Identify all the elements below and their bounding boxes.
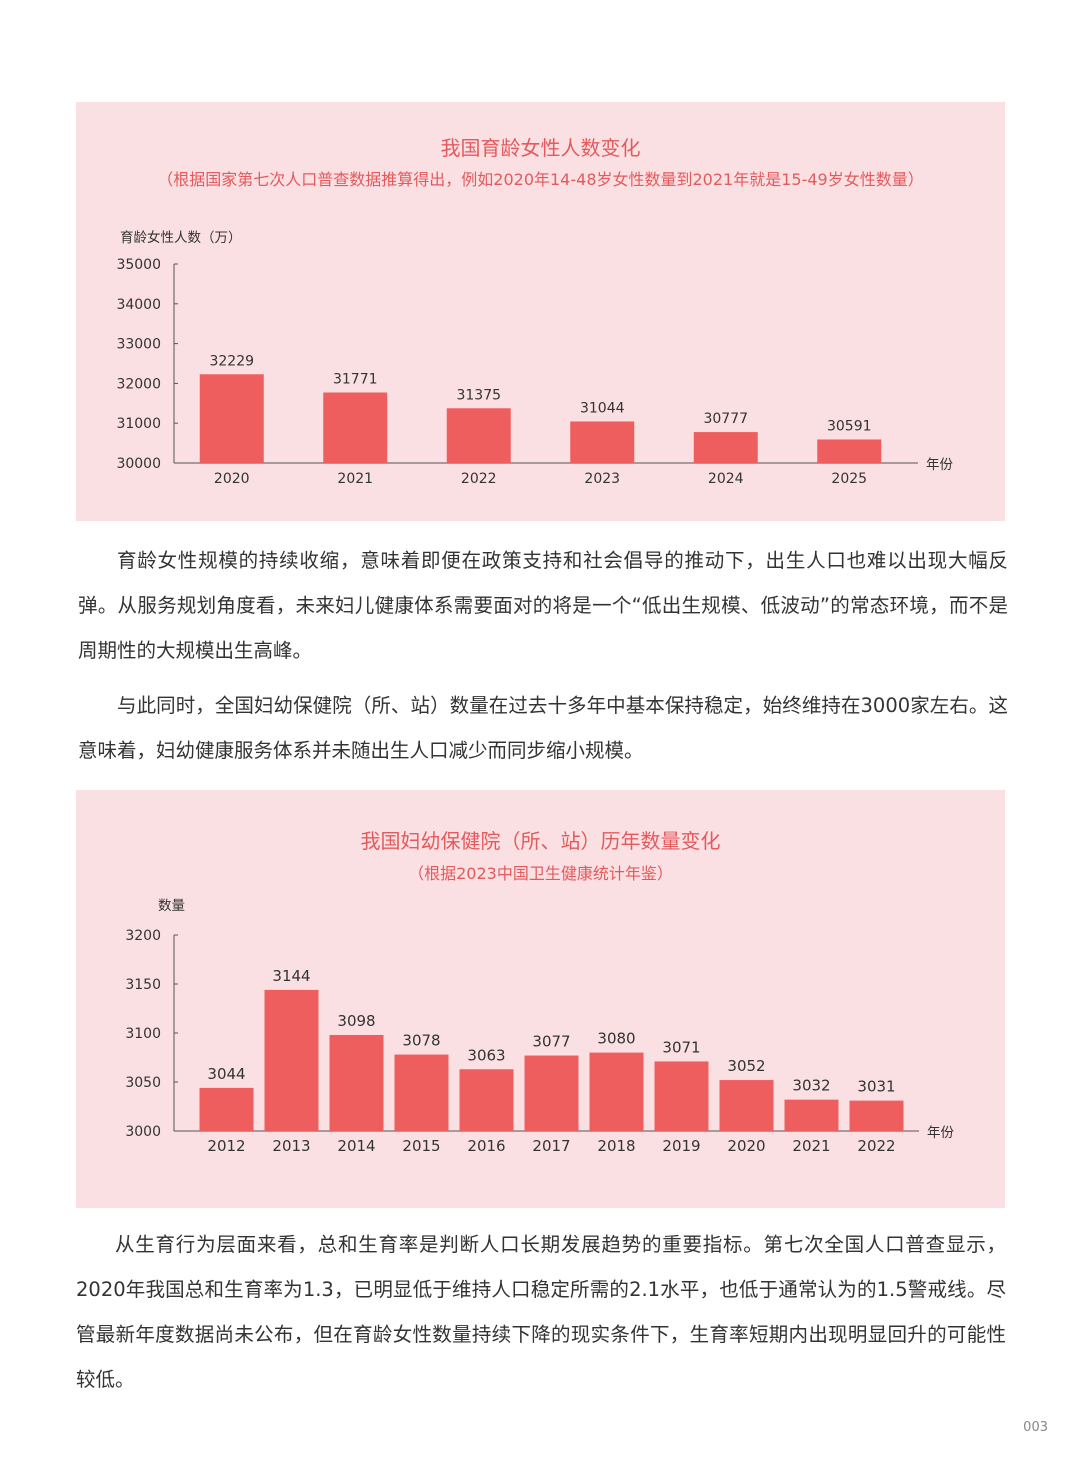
- paragraph-3: 从生育行为层面来看，总和生育率是判断人口长期发展趋势的重要指标。第七次全国人口普…: [76, 1233, 1006, 1391]
- x-axis-label: 年份: [927, 1125, 955, 1141]
- bar-value-label: 3032: [792, 1077, 830, 1095]
- x-tick-label: 2016: [467, 1137, 505, 1155]
- x-tick-label: 2019: [662, 1137, 700, 1155]
- page-number: 003: [1023, 1420, 1048, 1435]
- bar: [654, 1061, 709, 1131]
- bar-value-label: 3077: [532, 1033, 570, 1051]
- bar: [784, 1099, 839, 1131]
- x-tick-label: 2018: [597, 1137, 635, 1155]
- bar-value-label: 31044: [580, 400, 625, 416]
- y-tick-label: 31000: [116, 416, 161, 432]
- y-tick-label: 3000: [125, 1124, 161, 1140]
- bar: [329, 1034, 384, 1131]
- chart-panel-women: 我国育龄女性人数变化 （根据国家第七次人口普查数据推算得出，例如2020年14-…: [76, 102, 1005, 521]
- bar: [693, 432, 758, 463]
- x-tick-label: 2020: [727, 1137, 765, 1155]
- y-tick-label: 32000: [116, 376, 161, 392]
- bar-value-label: 30591: [827, 418, 872, 434]
- bar: [199, 1087, 254, 1131]
- bar-value-label: 32229: [209, 353, 254, 369]
- y-tick-label: 3150: [125, 977, 161, 993]
- y-axis-label: 数量: [158, 898, 185, 914]
- y-tick-label: 3050: [125, 1075, 161, 1091]
- x-tick-label: 2021: [337, 471, 373, 487]
- x-tick-label: 2013: [272, 1137, 310, 1155]
- chart-subtitle: （根据2023中国卫生健康统计年鉴）: [408, 864, 673, 883]
- y-tick-label: 33000: [116, 337, 161, 353]
- y-tick-label: 30000: [116, 456, 161, 472]
- bar-value-label: 3144: [272, 967, 310, 985]
- bar: [570, 421, 635, 463]
- bar: [264, 989, 319, 1131]
- bar: [199, 374, 264, 463]
- bar: [446, 408, 511, 463]
- x-tick-label: 2015: [402, 1137, 440, 1155]
- x-tick-label: 2017: [532, 1137, 570, 1155]
- bar-value-label: 3078: [402, 1032, 440, 1050]
- bar-value-label: 3044: [207, 1065, 245, 1083]
- bar-chart-hospitals: 数量 3000 3050 3100 3150 3200 年份 3044 2012 3144 2013…: [125, 898, 955, 1155]
- x-tick-label: 2023: [584, 471, 620, 487]
- bar: [524, 1055, 579, 1131]
- chart-title: 我国育龄女性人数变化: [440, 136, 641, 160]
- y-tick-label: 35000: [116, 257, 161, 273]
- bar: [849, 1100, 904, 1131]
- bar-value-label: 3080: [597, 1030, 635, 1048]
- x-tick-label: 2024: [708, 471, 744, 487]
- x-tick-label: 2012: [207, 1137, 245, 1155]
- bar-value-label: 3098: [337, 1012, 375, 1030]
- bar-value-label: 31375: [456, 387, 501, 403]
- bar-value-label: 3052: [727, 1057, 765, 1075]
- y-axis-label: 育龄女性人数（万）: [120, 229, 242, 246]
- bar-chart-women: 育龄女性人数（万） 30000 31000 32000 33000 34000 35000 年…: [116, 229, 954, 487]
- bar: [719, 1080, 774, 1131]
- y-tick-label: 3200: [125, 928, 161, 944]
- bar-value-label: 3071: [662, 1038, 700, 1056]
- paragraph-1: 育龄女性规模的持续收缩，意味着即便在政策支持和社会倡导的推动下，出生人口也难以出…: [78, 549, 1008, 662]
- bar: [394, 1054, 449, 1131]
- bar: [323, 392, 388, 463]
- chart-panel-hospitals: 我国妇幼保健院（所、站）历年数量变化 （根据2023中国卫生健康统计年鉴） 数量…: [76, 790, 1005, 1208]
- bar: [459, 1069, 514, 1131]
- bar-value-label: 30777: [703, 411, 748, 427]
- bar: [589, 1052, 644, 1131]
- chart-title: 我国妇幼保健院（所、站）历年数量变化: [360, 829, 721, 853]
- x-tick-label: 2022: [461, 471, 497, 487]
- y-tick-label: 34000: [116, 297, 161, 313]
- paragraph-2: 与此同时，全国妇幼保健院（所、站）数量在过去十多年中基本保持稳定，始终维持在30…: [78, 694, 1008, 762]
- y-tick-label: 3100: [125, 1026, 161, 1042]
- x-tick-label: 2025: [831, 471, 867, 487]
- x-tick-label: 2022: [857, 1137, 895, 1155]
- x-tick-label: 2014: [337, 1137, 375, 1155]
- bar-value-label: 3063: [467, 1046, 505, 1064]
- x-tick-label: 2021: [792, 1137, 830, 1155]
- chart-subtitle: （根据国家第七次人口普查数据推算得出，例如2020年14-48岁女性数量到202…: [157, 170, 924, 189]
- bar-value-label: 3031: [857, 1078, 895, 1096]
- x-tick-label: 2020: [214, 471, 250, 487]
- x-axis-label: 年份: [926, 457, 954, 473]
- bar: [817, 439, 882, 463]
- bar-value-label: 31771: [333, 372, 378, 388]
